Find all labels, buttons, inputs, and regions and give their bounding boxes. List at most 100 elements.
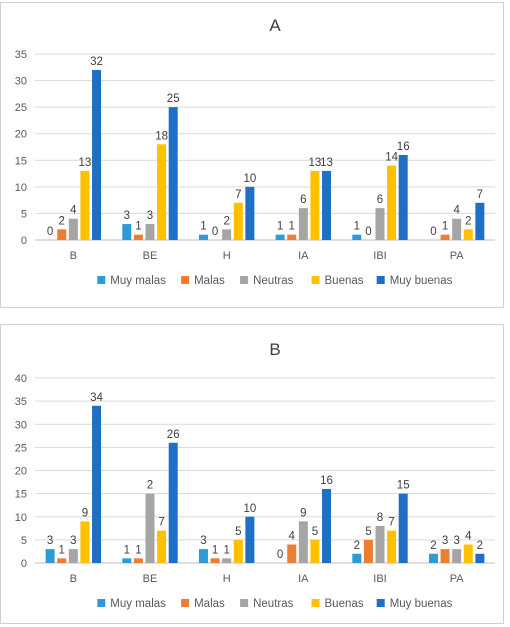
- data-label-b: 9: [82, 507, 88, 519]
- x-tick-label-b: H: [223, 573, 231, 585]
- data-label-b: 3: [453, 535, 459, 547]
- bar-a-buenas: [80, 170, 90, 240]
- bar-a-buenas: [310, 170, 320, 240]
- legend-label-a: Neutras: [253, 275, 294, 287]
- bar-b-neutras: [222, 558, 232, 563]
- x-tick-label-b: IBI: [373, 573, 386, 585]
- data-label-a: 1: [135, 221, 141, 233]
- bar-b-malas: [363, 539, 373, 563]
- y-tick-label-a: 0: [21, 235, 27, 247]
- data-label-a: 14: [385, 152, 398, 164]
- data-label-a: 13: [79, 157, 92, 169]
- legend-swatch-a: [181, 276, 190, 284]
- bar-a-neutras: [68, 218, 78, 240]
- data-label-b: 3: [47, 535, 53, 547]
- data-label-b: 3: [442, 535, 448, 547]
- bar-a-buenas: [157, 144, 167, 240]
- bar-b-muy-malas: [198, 549, 208, 563]
- y-tick-label-b: 0: [21, 558, 27, 570]
- data-label-a: 2: [223, 215, 229, 227]
- bar-b-buenas: [387, 530, 397, 563]
- y-tick-label-a: 25: [15, 102, 27, 114]
- bar-a-muy-buenas: [398, 154, 408, 240]
- legend-swatch-b: [240, 599, 249, 607]
- data-label-b: 4: [289, 531, 296, 543]
- data-label-a: 1: [200, 221, 206, 233]
- x-tick-label-a: IA: [298, 250, 309, 262]
- chart-panel-b: B 0 5 10 15 20 25 30 35 40 B 3 1 3 9 34 BE 1 1 2 7 26 H 3 1 1 5 10 I…: [0, 324, 504, 624]
- bar-b-neutras: [375, 526, 385, 563]
- bar-a-muy-malas: [275, 234, 285, 240]
- bar-b-muy-buenas: [168, 442, 178, 563]
- y-tick-label-a: 5: [21, 208, 27, 220]
- legend-label-b: Malas: [194, 598, 225, 610]
- data-label-b: 34: [90, 392, 103, 404]
- data-label-a: 2: [59, 215, 65, 227]
- data-label-b: 7: [388, 517, 394, 529]
- x-tick-label-a: IBI: [373, 250, 386, 262]
- data-label-a: 0: [365, 226, 371, 238]
- data-label-b: 15: [397, 480, 410, 492]
- bar-b-muy-malas: [352, 553, 362, 563]
- bar-b-muy-buenas: [92, 405, 102, 563]
- bar-a-muy-malas: [352, 234, 362, 240]
- y-tick-label-a: 20: [15, 129, 27, 141]
- bar-a-neutras: [298, 208, 308, 240]
- bar-a-neutras: [452, 218, 462, 240]
- bar-b-buenas: [310, 539, 320, 563]
- data-label-a: 0: [47, 226, 53, 238]
- bar-b-muy-buenas: [245, 516, 255, 563]
- bar-a-buenas: [463, 229, 473, 240]
- y-tick-label-b: 30: [15, 419, 27, 431]
- bar-b-malas: [57, 558, 67, 563]
- bar-b-buenas: [157, 530, 167, 563]
- data-label-b: 0: [277, 549, 283, 561]
- bar-a-neutras: [222, 229, 232, 240]
- data-label-b: 5: [365, 526, 371, 538]
- bar-b-muy-malas: [428, 553, 438, 563]
- data-label-a: 7: [235, 189, 241, 201]
- legend-label-a: Buenas: [325, 275, 364, 287]
- x-tick-label-a: BE: [143, 250, 158, 262]
- bar-b-neutras: [145, 493, 155, 563]
- x-tick-label-b: PA: [450, 573, 465, 585]
- x-tick-label-a: H: [223, 250, 231, 262]
- bar-a-malas: [133, 234, 143, 240]
- bar-b-malas: [440, 549, 450, 563]
- data-label-b: 2: [430, 540, 436, 552]
- data-label-b: 5: [312, 526, 318, 538]
- legend-label-b: Muy malas: [110, 598, 166, 610]
- data-label-a: 6: [300, 194, 306, 206]
- data-label-b: 1: [124, 544, 130, 556]
- y-tick-label-a: 35: [15, 49, 27, 61]
- x-tick-label-b: IA: [298, 573, 309, 585]
- data-label-a: 13: [309, 157, 322, 169]
- data-label-b: 5: [235, 526, 241, 538]
- data-label-a: 0: [212, 226, 218, 238]
- legend-swatch-a: [376, 276, 385, 284]
- bar-a-malas: [57, 229, 67, 240]
- bar-a-muy-buenas: [475, 202, 485, 240]
- legend-label-b: Neutras: [253, 598, 294, 610]
- y-tick-label-b: 10: [15, 512, 27, 524]
- data-label-b: 2: [147, 480, 153, 492]
- bar-a-buenas: [233, 202, 243, 240]
- bar-b-malas: [133, 558, 143, 563]
- data-label-a: 3: [124, 210, 130, 222]
- y-tick-label-b: 40: [15, 373, 27, 385]
- bar-b-buenas: [80, 521, 90, 563]
- x-tick-label-b: BE: [143, 573, 158, 585]
- data-label-b: 9: [300, 507, 306, 519]
- bar-b-buenas: [463, 544, 473, 563]
- data-label-a: 4: [453, 205, 460, 217]
- bar-b-muy-buenas: [475, 553, 485, 563]
- chart-title-a: A: [269, 16, 281, 35]
- y-tick-label-b: 15: [15, 489, 27, 501]
- bar-b-buenas: [233, 539, 243, 563]
- legend-label-b: Buenas: [325, 598, 364, 610]
- data-label-a: 0: [430, 226, 436, 238]
- legend-swatch-b: [181, 599, 190, 607]
- bar-a-muy-buenas: [245, 186, 255, 240]
- bar-a-buenas: [387, 165, 397, 240]
